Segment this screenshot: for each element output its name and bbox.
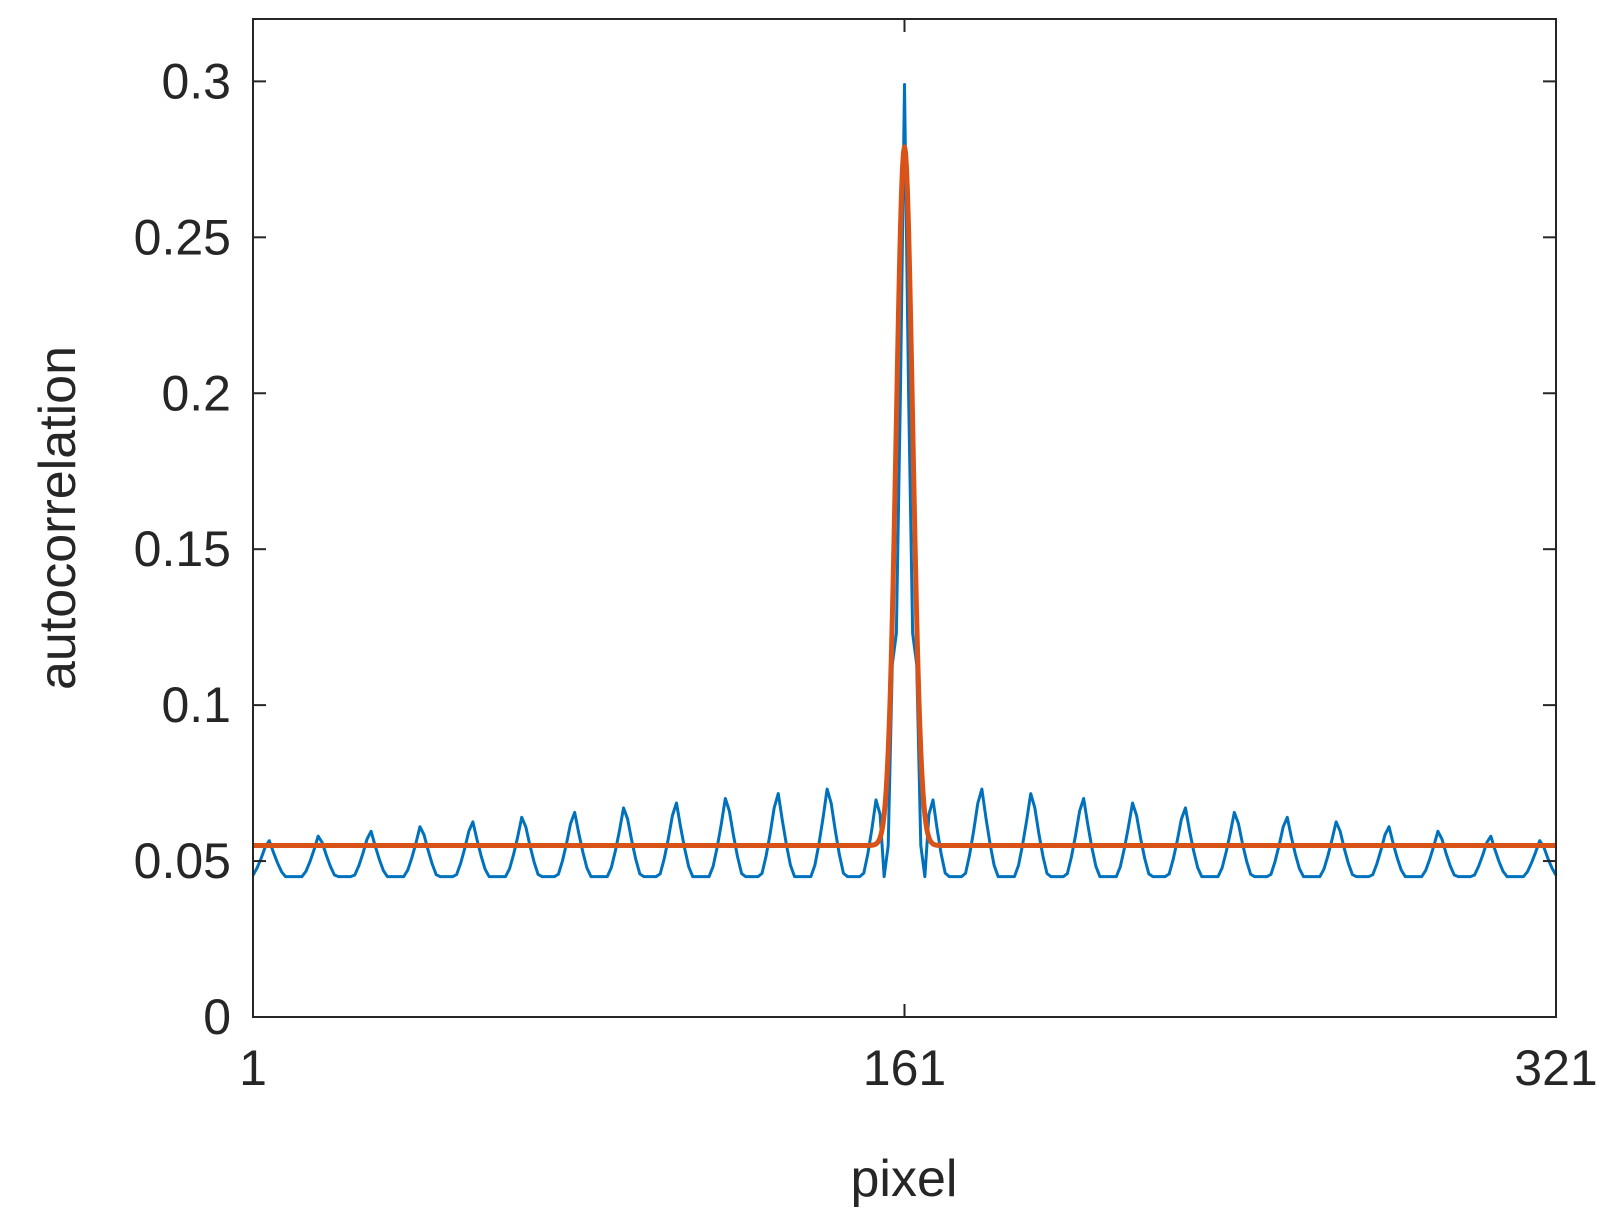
y-tick-label: 0 [203,989,231,1045]
y-tick-label: 0.1 [161,677,231,733]
x-axis-title: pixel [851,1150,958,1208]
y-tick-label: 0.3 [161,53,231,109]
x-tick-label: 321 [1514,1040,1597,1096]
x-tick-label: 1 [239,1040,267,1096]
y-tick-label: 0.2 [161,365,231,421]
y-tick-label: 0.15 [134,521,231,577]
y-tick-label: 0.05 [134,833,231,889]
ticks-layer: 1 161 321 0 0.05 0.1 0.15 0.2 0.25 0.3 [134,19,1598,1096]
series-line-orange [251,144,1558,848]
x-tick-label: 161 [863,1040,946,1096]
y-axis-title: autocorrelation [29,346,87,690]
series-layer [251,82,1558,879]
y-tick-label: 0.25 [134,209,231,265]
axes-box [252,18,1557,1018]
series-line-blue [251,82,1558,879]
